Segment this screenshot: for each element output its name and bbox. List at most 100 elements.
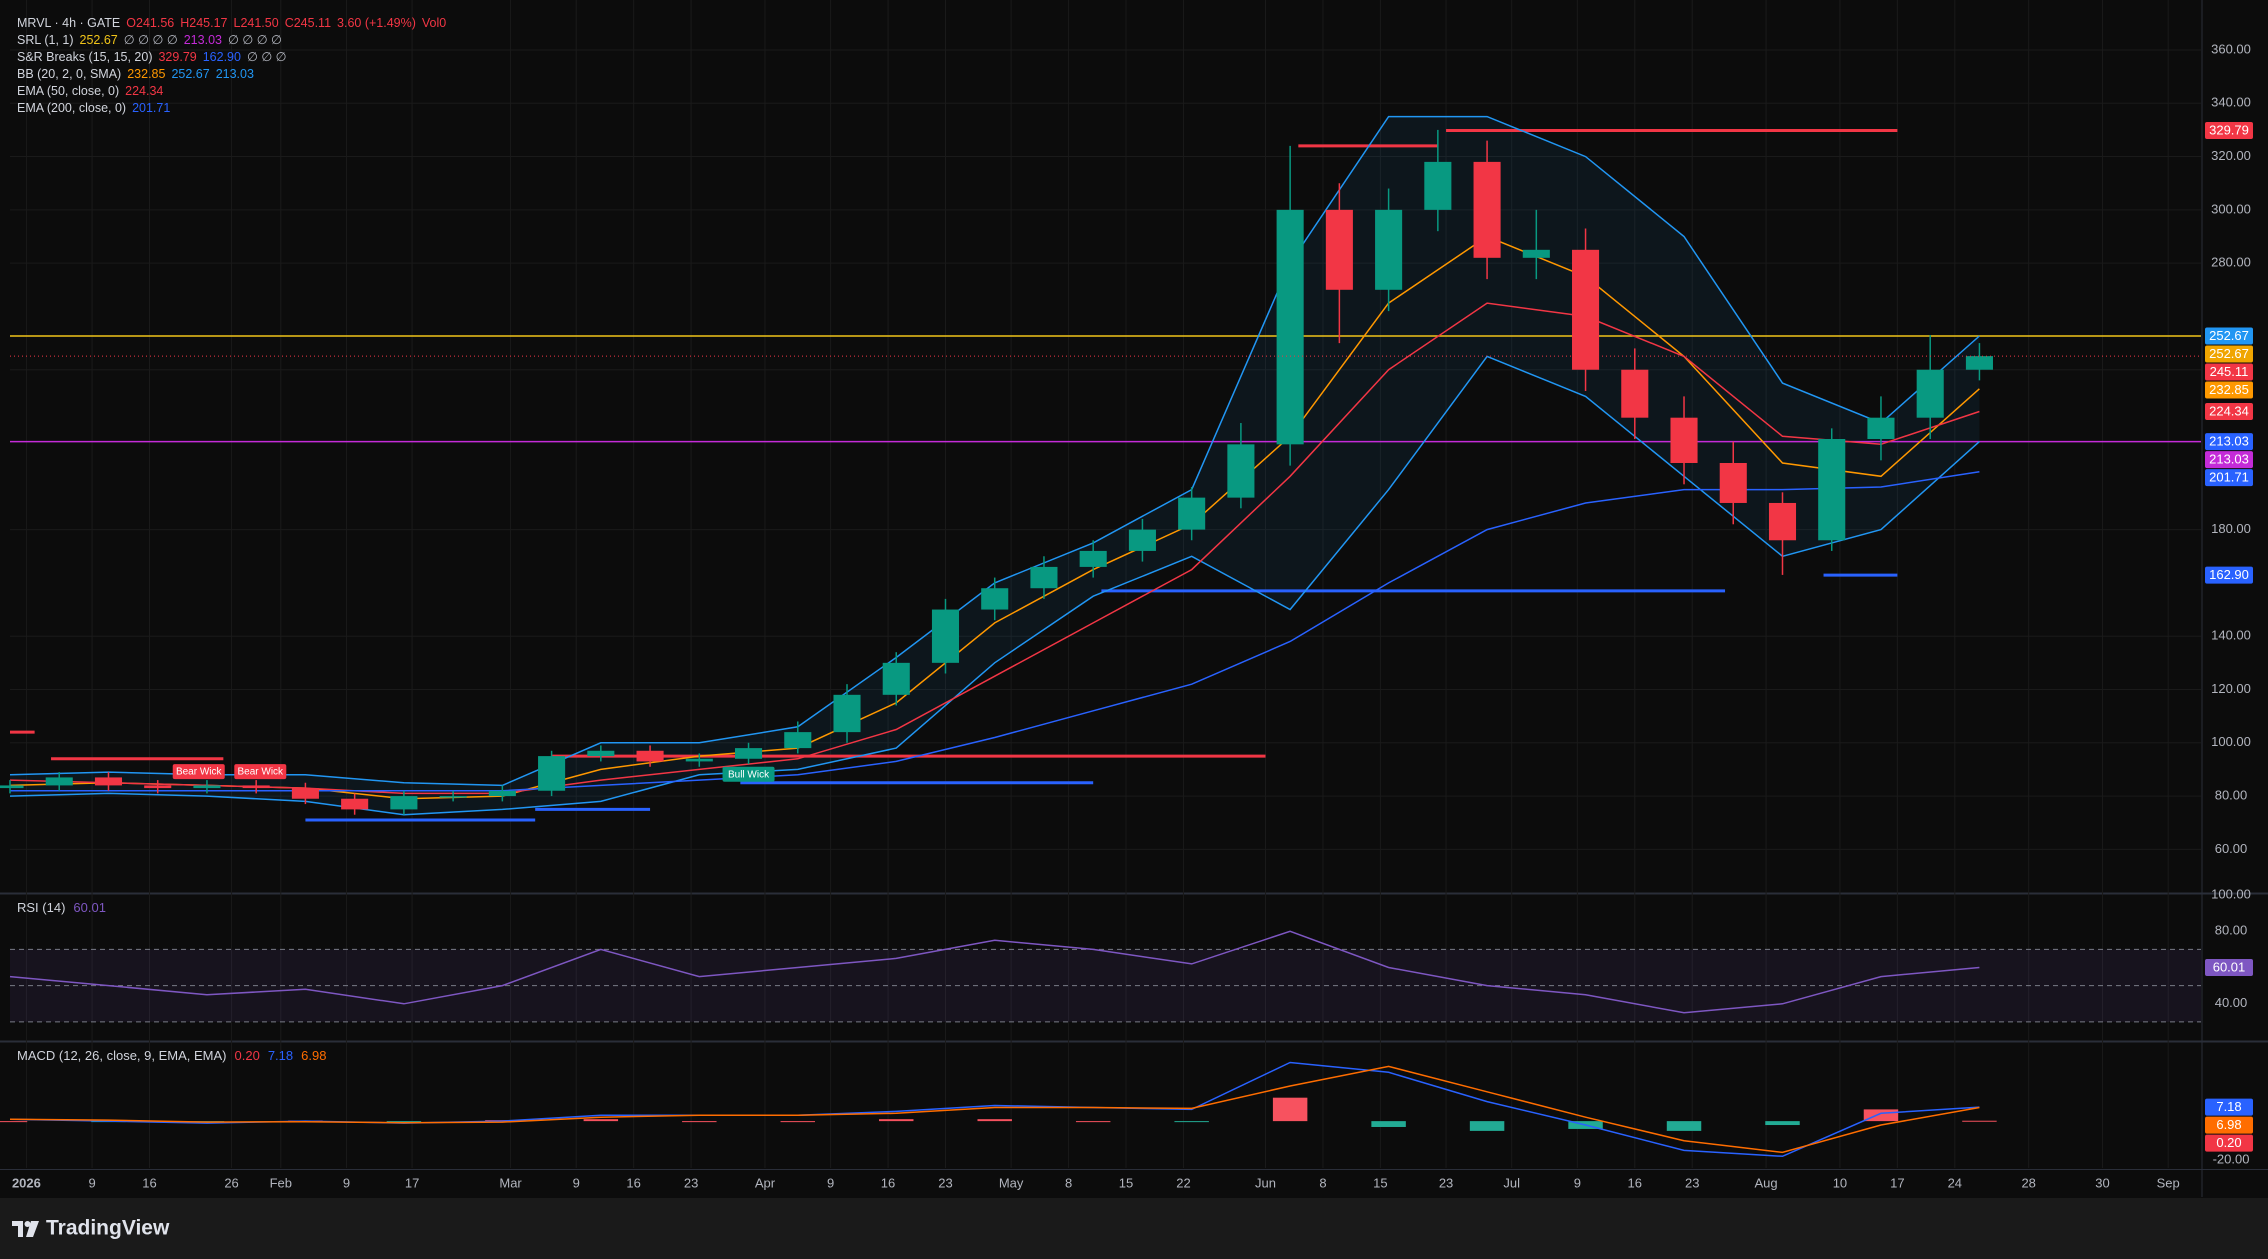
legend-item: BB (20, 2, 0, SMA) (17, 67, 122, 81)
x-tick-label: 24 (1948, 1175, 1962, 1190)
candle-body (193, 785, 221, 789)
candle-body (1768, 502, 1797, 541)
candle-body (1867, 417, 1895, 440)
x-tick-label: May (999, 1175, 1024, 1190)
logo-mark (12, 1221, 23, 1237)
y-tick-label: 360.00 (2211, 41, 2251, 56)
y-tick-label: 100.00 (2211, 734, 2251, 749)
x-tick-label: 9 (343, 1175, 350, 1190)
histogram-bar (1863, 1109, 1899, 1122)
legend-item: MACD (12, 26, close, 9, EMA, EMA) (17, 1048, 227, 1063)
y-tick-label: 300.00 (2211, 201, 2251, 216)
candle-body (1621, 369, 1649, 418)
price-tag-label: 60.01 (2213, 959, 2246, 974)
candle-body (981, 588, 1009, 610)
brand-name: TradingView (46, 1217, 170, 1240)
price-tag (2205, 451, 2253, 469)
histogram-bar (0, 1121, 28, 1123)
y-tick-label: 60.00 (2215, 841, 2248, 856)
legend-row: EMA (50, close, 0) 224.34 (17, 83, 452, 100)
legend-item: EMA (200, close, 0) (17, 101, 127, 115)
x-tick-label: 9 (88, 1175, 95, 1190)
x-tick-label: 8 (1319, 1175, 1326, 1190)
legend-row: BB (20, 2, 0, SMA) 232.85 252.67 213.03 (17, 66, 452, 83)
x-tick-label: 30 (2095, 1175, 2109, 1190)
legend-item: 162.90 (202, 50, 241, 64)
price-tag-label: 329.79 (2209, 122, 2249, 137)
x-tick-label: 8 (1065, 1175, 1072, 1190)
candle-body (488, 790, 516, 797)
candle-body (734, 748, 763, 759)
x-tick-label: 22 (1176, 1175, 1190, 1190)
candle-body (784, 732, 812, 749)
background (0, 0, 2268, 1198)
price-tag-label: 245.11 (2210, 364, 2249, 379)
legend-item: MRVL · 4h · GATE (17, 16, 121, 30)
signal-line (9, 1065, 1980, 1154)
price-tag-label: 224.34 (2209, 403, 2249, 418)
annotation-bg (234, 764, 287, 780)
y-tick-label: 180.00 (2211, 521, 2251, 536)
histogram-bar (780, 1121, 816, 1123)
annotation-bg (722, 766, 775, 782)
price-tag (2205, 345, 2253, 363)
x-tick-label: 16 (626, 1175, 640, 1190)
pane-legend: RSI (14) 60.01 (17, 900, 106, 915)
legend-row: MRVL · 4h · GATE O241.56 H245.17 L241.50 C24… (17, 15, 452, 32)
candle-body (291, 788, 319, 799)
x-tick-label: 23 (938, 1175, 952, 1190)
legend-row: S&R Breaks (15, 15, 20) 329.79 162.90 ∅ ∅ ∅ (17, 49, 452, 66)
annotation-label: Bear Wick (238, 767, 285, 778)
y-tick-label: 80.00 (2215, 923, 2248, 938)
candle-body (0, 785, 24, 789)
annotation-bg (172, 764, 225, 780)
histogram-bar (583, 1119, 619, 1122)
legend-row: EMA (200, close, 0) 201.71 (17, 100, 452, 117)
legend-item: EMA (50, close, 0) (17, 84, 120, 98)
candle-body (1670, 417, 1698, 463)
legend-item: 201.71 (132, 101, 171, 115)
price-tag-label: 252.67 (2209, 346, 2249, 361)
price-tag-label: 0.20 (2216, 1135, 2241, 1150)
legend-item: 60.01 (73, 900, 106, 915)
legend-item: ∅ ∅ ∅ ∅ (227, 33, 282, 47)
price-tag-label: 201.71 (2209, 470, 2249, 485)
legend-item: RSI (14) (17, 900, 65, 915)
candle-body (94, 777, 123, 786)
band-fill (10, 116, 1980, 815)
indicator-line (9, 355, 1980, 816)
histogram-bar (879, 1119, 914, 1122)
candle-body (1572, 249, 1600, 370)
candle-body (1128, 529, 1156, 551)
candle-body (1325, 209, 1353, 290)
candle-body (1916, 369, 1944, 418)
legend-item: 224.34 (125, 84, 164, 98)
legend-item: SRL (1, 1) (17, 33, 74, 47)
candle-body (882, 662, 910, 695)
y-tick-label: 120.00 (2211, 681, 2251, 696)
x-tick-label: 23 (684, 1175, 698, 1190)
legend-item: 0.20 (235, 1048, 260, 1063)
price-tag (2205, 433, 2253, 451)
candle-body (1424, 161, 1452, 210)
legend-item: 252.67 (79, 33, 118, 47)
histogram-bar (977, 1119, 1012, 1122)
annotation-label: Bear Wick (176, 767, 223, 778)
candle-body (1965, 356, 1993, 370)
x-tick-label: 16 (142, 1175, 156, 1190)
candle-body (685, 758, 713, 762)
x-tick-label: 9 (1574, 1175, 1581, 1190)
legend-item: 6.98 (301, 1048, 326, 1063)
legend-item: O241.56 (126, 16, 175, 30)
histogram-bar (1075, 1121, 1111, 1123)
x-tick-label: Sep (2157, 1175, 2180, 1190)
candle-body (1079, 550, 1107, 567)
logo-dot (24, 1221, 31, 1227)
x-tick-label: Apr (755, 1175, 776, 1190)
candle-body (341, 798, 369, 810)
legend-item: Vol0 (421, 16, 447, 30)
x-tick-label: Jul (1503, 1175, 1520, 1190)
candle-body (1276, 209, 1304, 445)
candle-body (587, 750, 615, 757)
